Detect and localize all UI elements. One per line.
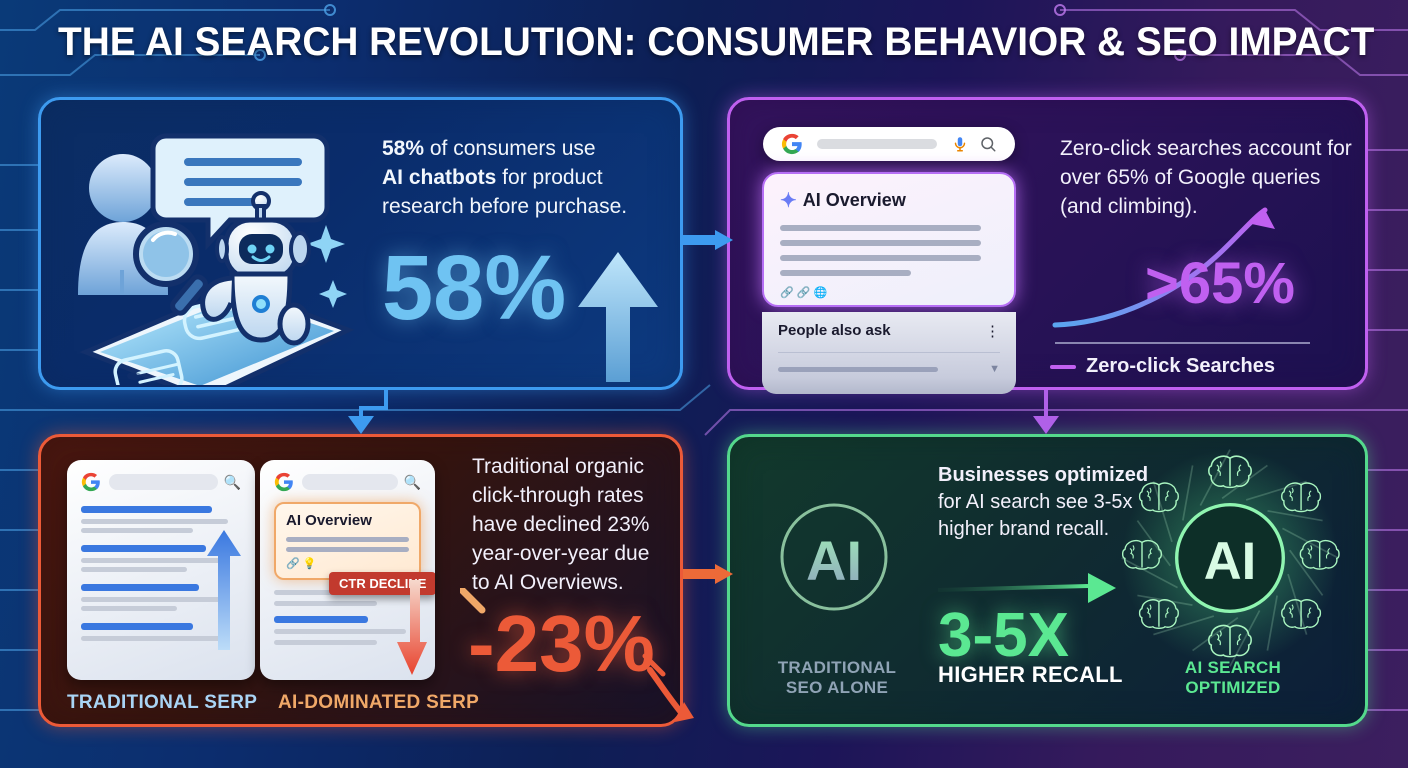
svg-text:AI: AI [806,529,862,592]
svg-text:AI: AI [1204,533,1256,591]
